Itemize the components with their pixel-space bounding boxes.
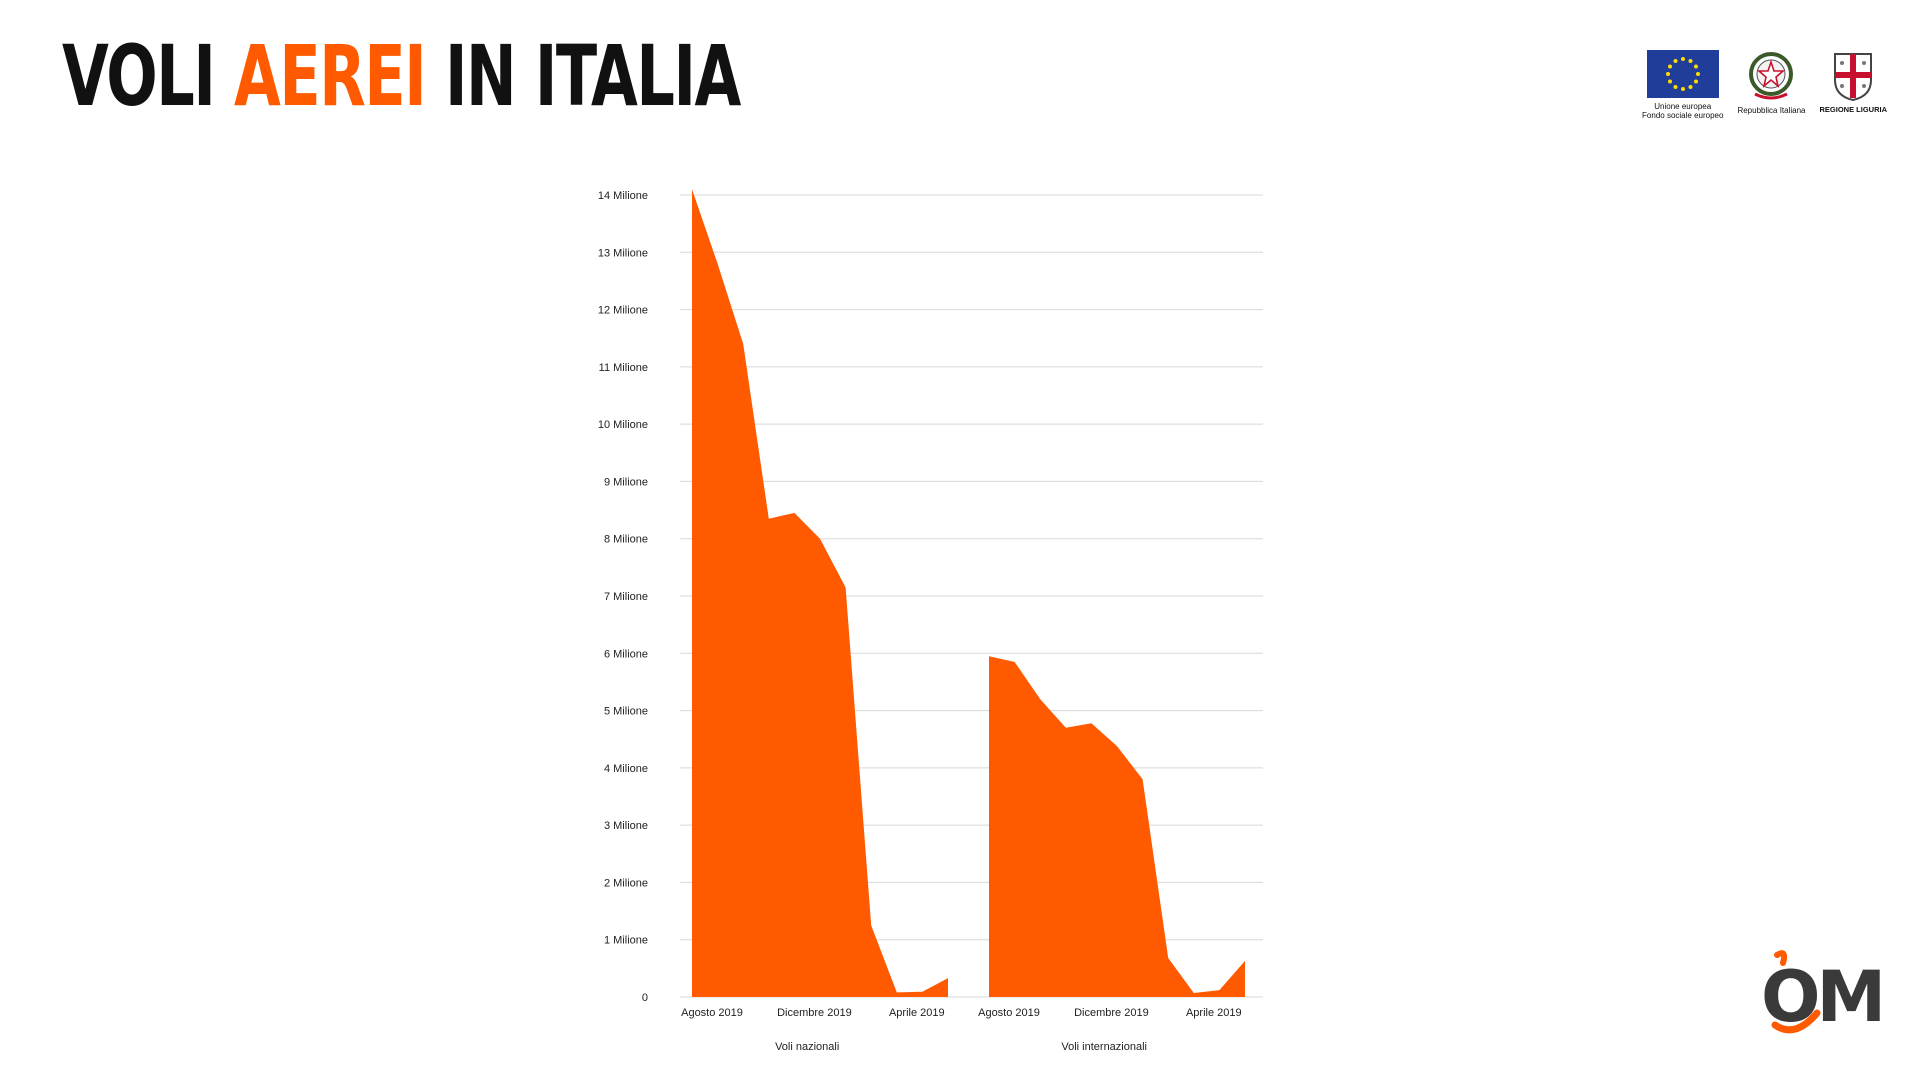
y-tick-label: 11 Milione bbox=[599, 362, 648, 374]
liguria-caption: REGIONE LIGURIA bbox=[1819, 105, 1887, 114]
y-tick-label: 10 Milione bbox=[598, 419, 648, 431]
eu-logo: Unione europea Fondo sociale europeo bbox=[1642, 50, 1723, 120]
x-tick-label: Agosto 2019 bbox=[681, 1007, 743, 1019]
eu-star bbox=[1667, 79, 1672, 84]
eu-star bbox=[1688, 84, 1693, 89]
eu-star bbox=[1693, 64, 1698, 69]
regione-liguria-icon bbox=[1834, 53, 1873, 102]
y-tick-label: 9 Milione bbox=[604, 476, 648, 488]
eu-star bbox=[1693, 79, 1698, 84]
partner-logos: Unione europea Fondo sociale europeo Rep… bbox=[1642, 50, 1887, 120]
y-tick-label: 7 Milione bbox=[604, 591, 648, 603]
y-tick-label: 4 Milione bbox=[604, 763, 648, 775]
x-tick-label: Dicembre 2019 bbox=[777, 1007, 852, 1019]
italy-logo: Repubblica Italiana bbox=[1737, 50, 1805, 115]
y-tick-label: 0 bbox=[642, 992, 648, 1004]
liguria-logo: REGIONE LIGURIA bbox=[1819, 50, 1887, 115]
group-label: Voli internazionali bbox=[1061, 1041, 1147, 1053]
italian-emblem-icon bbox=[1749, 52, 1794, 100]
eu-star bbox=[1673, 59, 1678, 64]
x-tick-label: Agosto 2019 bbox=[978, 1007, 1040, 1019]
om-brand-logo: OM bbox=[1761, 950, 1881, 1038]
eu-star bbox=[1680, 87, 1685, 91]
y-tick-label: 12 Milione bbox=[598, 305, 648, 317]
title-part-2: IN ITALIA bbox=[425, 27, 741, 125]
area-series-0 bbox=[692, 189, 948, 998]
eu-star bbox=[1665, 72, 1670, 76]
area-series-1 bbox=[989, 656, 1245, 997]
eu-star bbox=[1673, 84, 1678, 89]
y-tick-label: 5 Milione bbox=[604, 706, 648, 718]
italy-caption: Repubblica Italiana bbox=[1737, 106, 1806, 115]
y-tick-label: 2 Milione bbox=[604, 877, 648, 889]
y-tick-label: 1 Milione bbox=[604, 935, 648, 947]
title-part-1: VOLI bbox=[62, 27, 235, 125]
y-tick-label: 6 Milione bbox=[604, 648, 648, 660]
eu-flag-icon bbox=[1646, 50, 1719, 98]
eu-star bbox=[1688, 59, 1693, 64]
om-brand-text: OM bbox=[1761, 956, 1881, 1038]
eu-caption: Unione europea Fondo sociale europeo bbox=[1642, 102, 1724, 121]
eu-star bbox=[1695, 72, 1700, 76]
title-accent: AEREI bbox=[234, 27, 427, 125]
x-tick-label: Aprile 2019 bbox=[889, 1007, 945, 1019]
y-tick-label: 8 Milione bbox=[604, 534, 648, 546]
y-tick-label: 13 Milione bbox=[598, 247, 648, 259]
page-title: VOLI AEREI IN ITALIA bbox=[62, 34, 741, 118]
y-tick-label: 3 Milione bbox=[604, 820, 648, 832]
group-label: Voli nazionali bbox=[775, 1041, 839, 1053]
x-tick-label: Dicembre 2019 bbox=[1074, 1007, 1149, 1019]
eu-star bbox=[1680, 57, 1685, 61]
eu-star bbox=[1667, 64, 1672, 69]
x-tick-label: Aprile 2019 bbox=[1186, 1007, 1242, 1019]
y-tick-label: 14 Milione bbox=[598, 190, 648, 202]
